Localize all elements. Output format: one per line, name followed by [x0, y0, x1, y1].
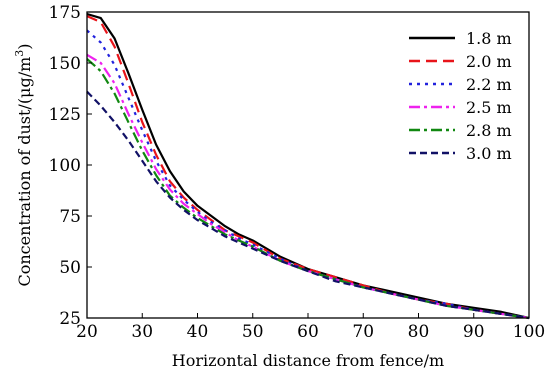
series-line-2 — [86, 15, 530, 320]
x-tick-label: 40 — [187, 322, 209, 342]
y-axis-label-end: ) — [15, 43, 34, 49]
y-axis-label-main: Concentration of dust/(μg/m — [15, 57, 34, 287]
x-tick-label: 20 — [76, 322, 98, 342]
series-line-4 — [86, 53, 530, 320]
x-tick-label: 30 — [131, 322, 153, 342]
legend-label-3: 2.2 m — [466, 75, 512, 94]
x-tick-label: 100 — [513, 322, 545, 342]
series-layer — [86, 12, 530, 320]
y-tick-label: 75 — [59, 207, 81, 227]
x-tick-label: 80 — [408, 322, 430, 342]
x-tick-label: 60 — [297, 322, 319, 342]
legend: 1.8 m 2.0 m 2.2 m 2.5 m 2.8 m 3.0 m — [409, 29, 512, 163]
series-line-6 — [86, 90, 530, 320]
legend-label-5: 2.8 m — [466, 121, 512, 140]
series-line-3 — [86, 29, 530, 320]
series-line-1 — [86, 12, 530, 320]
x-tick-label: 90 — [463, 322, 485, 342]
legend-label-1: 1.8 m — [466, 29, 512, 48]
ticks-layer: 20 30 40 50 60 70 80 90 100 25 50 75 100 125 150 175 — [49, 3, 546, 342]
legend-label-6: 3.0 m — [466, 144, 512, 163]
legend-label-4: 2.5 m — [466, 98, 512, 117]
x-axis-label: Horizontal distance from fence/m — [172, 351, 444, 370]
y-tick-label: 25 — [59, 309, 81, 329]
y-axis-label-superscript: 3 — [13, 50, 26, 57]
x-tick-label: 70 — [352, 322, 374, 342]
x-tick-label: 50 — [242, 322, 264, 342]
y-tick-label: 175 — [49, 3, 81, 23]
series-line-5 — [86, 58, 530, 320]
y-tick-label: 50 — [59, 258, 81, 278]
legend-label-2: 2.0 m — [466, 52, 512, 71]
y-axis-label: Concentration of dust/(μg/m3) — [13, 43, 34, 286]
y-tick-label: 100 — [49, 156, 81, 176]
y-tick-label: 125 — [49, 105, 81, 125]
y-tick-label: 150 — [49, 54, 81, 74]
